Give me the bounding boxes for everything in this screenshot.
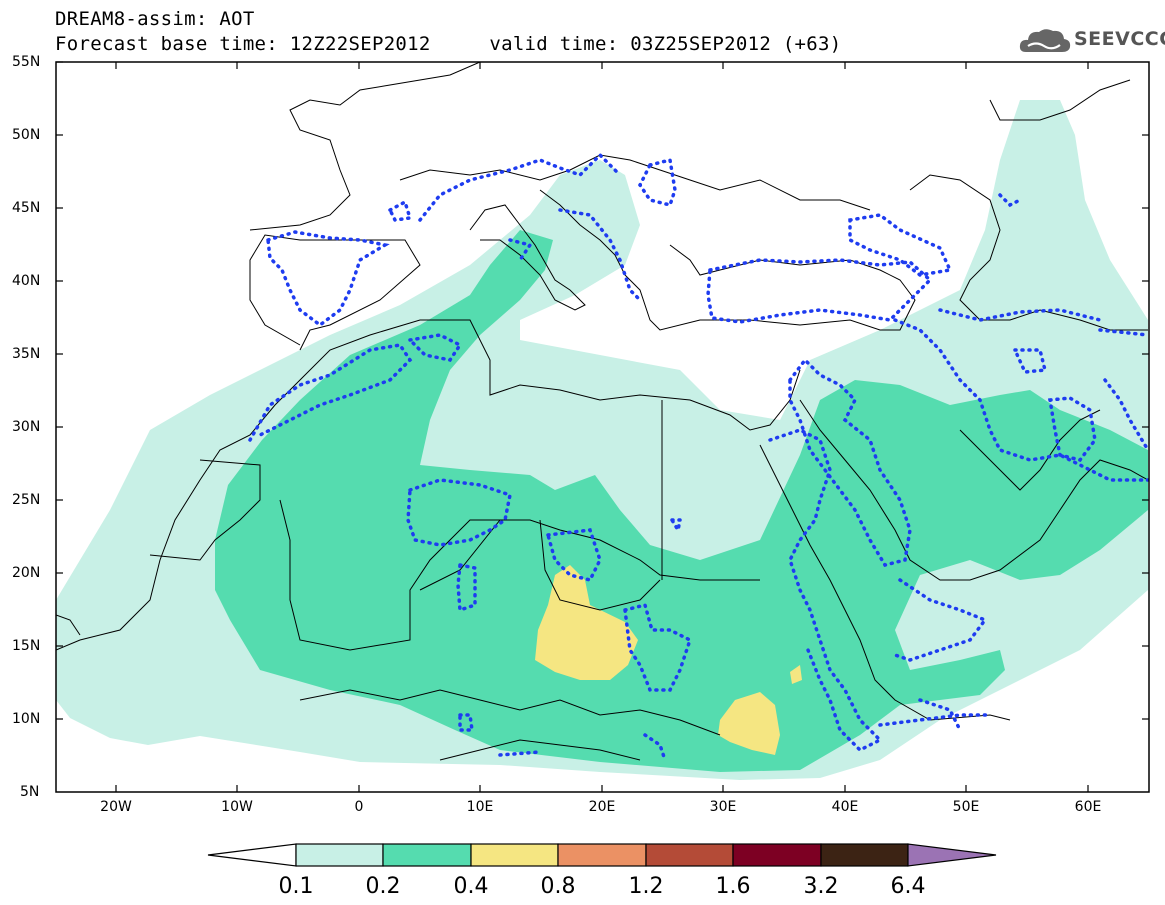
colorbar-bin-5 [645, 843, 734, 867]
lat-label-5n: 5N [20, 784, 40, 800]
colorbar-label-0.2: 0.2 [365, 874, 401, 899]
aot-region-0.4-0.8-chad [535, 565, 638, 680]
lat-label-40n: 40N [12, 273, 41, 289]
colorbar-over-triangle [907, 843, 997, 867]
colorbar-bin-6 [732, 843, 822, 867]
lat-label-45n: 45N [12, 200, 41, 216]
colorbar-label-0.8: 0.8 [540, 874, 576, 899]
colorbar-label-1.2: 1.2 [628, 874, 664, 899]
coastlines [56, 62, 1149, 761]
colorbar-bin-7 [820, 843, 909, 867]
colorbar [207, 843, 997, 867]
lon-label-20e: 20E [588, 799, 616, 815]
colorbar-label-0.1: 0.1 [278, 874, 314, 899]
lat-label-30n: 30N [12, 419, 41, 435]
lon-label-10e: 10E [466, 799, 494, 815]
lat-label-50n: 50N [12, 127, 41, 143]
colorbar-label-1.6: 1.6 [715, 874, 751, 899]
seevccc-logo: SEEVCCC [1018, 26, 1165, 56]
lat-label-55n: 55N [12, 54, 41, 70]
lon-label-30e: 30E [709, 799, 737, 815]
cloud-icon [1019, 29, 1071, 52]
lat-label-10n: 10N [12, 711, 41, 727]
lat-ticks [56, 61, 1149, 720]
colorbar-label-6.4: 6.4 [890, 874, 926, 899]
colorbar-under-triangle [207, 843, 297, 867]
forecast-time-line: Forecast base time: 12Z22SEP2012 valid t… [55, 33, 842, 55]
lon-label-40e: 40E [831, 799, 859, 815]
colorbar-bin-4 [557, 843, 647, 867]
lon-label-50e: 50E [952, 799, 980, 815]
aot-region-0.2-0.4 [215, 230, 1148, 772]
lat-label-15n: 15N [12, 638, 41, 654]
colorbar-bin-2 [382, 843, 472, 867]
lat-label-20n: 20N [12, 565, 41, 581]
lon-label-10w: 10W [221, 799, 253, 815]
colorbar-label-0.4: 0.4 [453, 874, 489, 899]
lat-label-25n: 25N [12, 492, 41, 508]
aot-region-0.4-0.8-sudan [718, 692, 780, 755]
lon-label-60e: 60E [1074, 799, 1102, 815]
dotted-contours [248, 152, 1149, 762]
colorbar-label-3.2: 3.2 [803, 874, 839, 899]
logo-text: SEEVCCC [1074, 28, 1165, 50]
map-title: DREAM8-assim: AOT [55, 8, 255, 30]
aot-region-0.4-0.8-ethiopia [790, 665, 802, 684]
lat-label-35n: 35N [12, 346, 41, 362]
colorbar-bin-3 [470, 843, 559, 867]
lon-ticks [115, 62, 1089, 792]
lon-label-20w: 20W [100, 799, 132, 815]
colorbar-bin-1 [295, 843, 384, 867]
lon-label-0: 0 [354, 799, 364, 815]
